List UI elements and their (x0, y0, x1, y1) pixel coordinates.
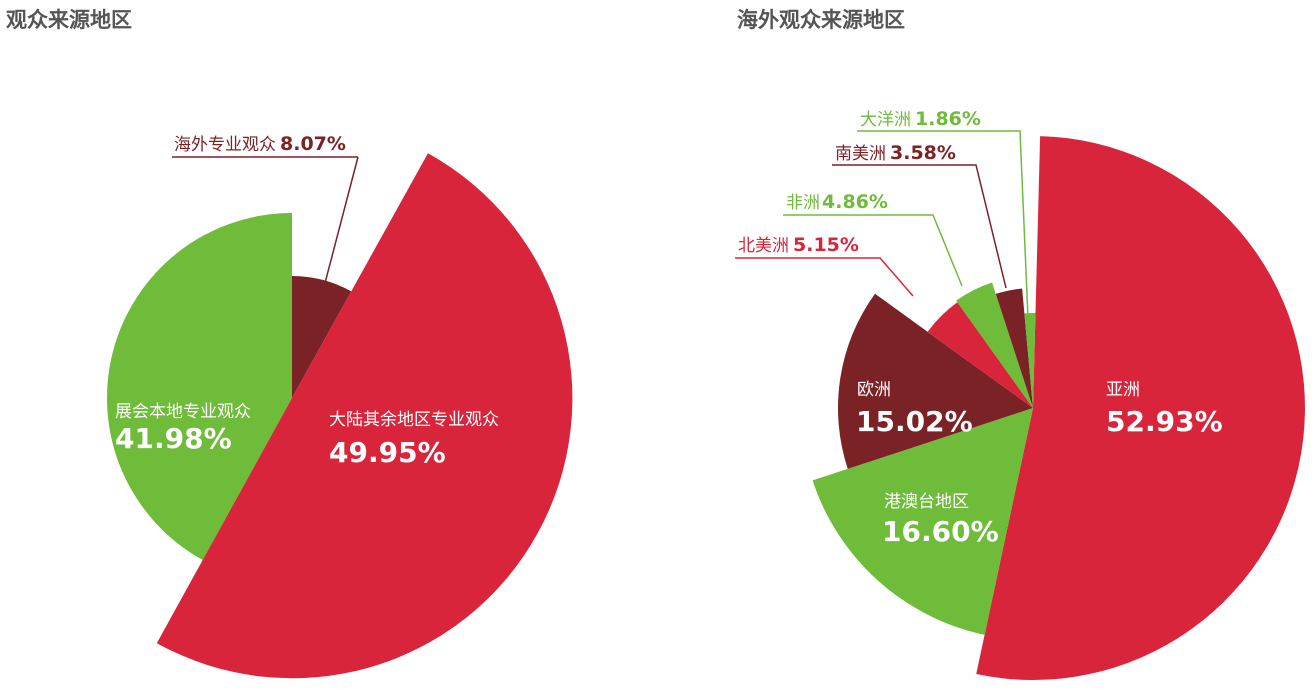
label-oceania: 大洋洲 1.86% (860, 108, 981, 130)
slice-asia (976, 136, 1305, 680)
slice-oceania (1024, 312, 1036, 408)
slice-hk-macau-taiwan (812, 408, 1033, 635)
slice-south-america (995, 288, 1033, 408)
slice-africa (956, 282, 1033, 408)
chart-title-right: 海外观众来源地区 (737, 8, 905, 32)
label-hmt-pct: 16.60% (882, 515, 999, 548)
label-europe-pct: 15.02% (856, 405, 973, 438)
label-local-name: 展会本地专业观众 (115, 402, 251, 422)
label-north-america: 北美洲 5.15% (738, 234, 859, 256)
leader-line-oceania (857, 130, 1029, 319)
leader-line-overseas (324, 156, 359, 284)
leader-line-north-america (735, 257, 914, 297)
label-local-pct: 41.98% (115, 422, 232, 455)
label-south-america: 南美洲 3.58% (835, 142, 956, 164)
label-overseas: 海外专业观众 8.07% (174, 133, 346, 155)
slice-mainland-visitors (156, 153, 573, 679)
slice-local-visitors (107, 213, 293, 560)
label-asia-name: 亚洲 (1106, 380, 1140, 400)
label-europe-name: 欧洲 (857, 380, 891, 400)
label-asia-pct: 52.93% (1106, 405, 1223, 438)
leader-line-south-america (832, 164, 1007, 289)
label-mainland-name: 大陆其余地区专业观众 (329, 410, 499, 430)
right-pie: 北美洲 5.15% 非洲 4.86% 南美洲 3.58% 大洋洲 1.86% 亚洲 52… (735, 108, 1305, 680)
slice-overseas-visitors (292, 276, 352, 398)
label-hmt-name: 港澳台地区 (884, 492, 969, 512)
slice-north-america (927, 302, 1033, 408)
slice-europe (838, 293, 1033, 469)
chart-title-left: 观众来源地区 (6, 8, 132, 32)
label-mainland-pct: 49.95% (329, 436, 446, 469)
leader-line-africa (783, 214, 963, 287)
label-africa: 非洲 4.86% (786, 191, 888, 213)
left-pie: 海外专业观众 8.07% 展会本地专业观众 41.98% 大陆其余地区专业观众 4… (107, 133, 573, 679)
